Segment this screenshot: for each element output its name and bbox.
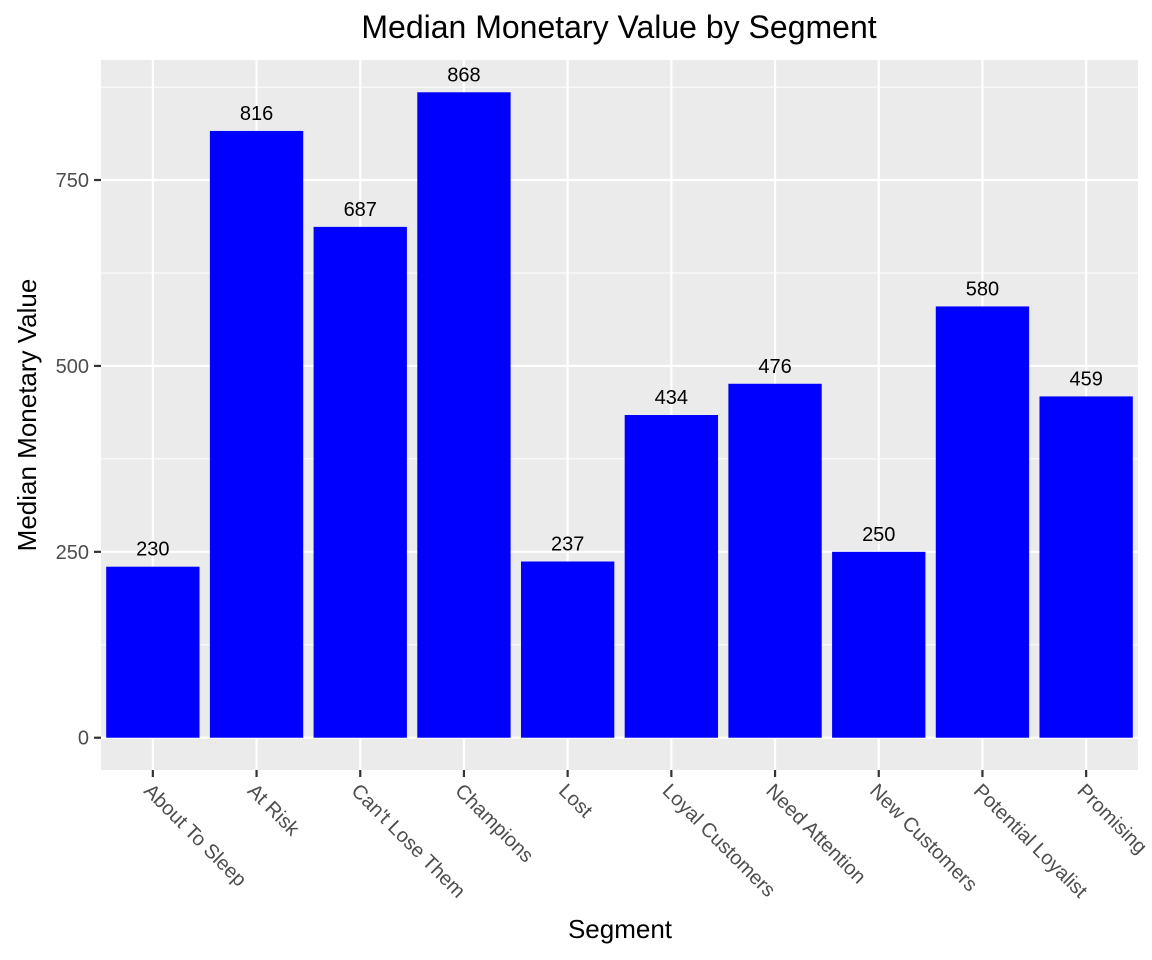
data-label: 459 <box>1069 368 1102 390</box>
x-tick-label: Potential Loyalist <box>969 780 1092 903</box>
data-label: 476 <box>758 356 791 378</box>
data-label: 687 <box>344 199 377 221</box>
x-tick-label: New Customers <box>865 780 981 896</box>
bar <box>313 226 407 738</box>
bar <box>417 92 511 738</box>
x-tick-label: Can't Lose Them <box>347 780 470 903</box>
bar <box>209 130 304 738</box>
x-tick-label: Need Attention <box>762 780 870 888</box>
data-labels: 230 816 687 868 237 434 476 250 580 459 <box>136 64 1103 560</box>
bar <box>935 306 1030 738</box>
data-label: 250 <box>862 524 895 546</box>
data-label: 230 <box>136 539 169 561</box>
x-tick-label: At Risk <box>243 780 304 841</box>
x-tick-label: Lost <box>554 780 597 823</box>
y-axis-title: Median Monetary Value <box>12 279 42 552</box>
x-tick-label: About To Sleep <box>139 780 250 891</box>
x-tick-label: Promising <box>1073 780 1151 858</box>
y-axis: 0 250 500 750 <box>56 170 101 750</box>
bar <box>106 566 200 738</box>
chart-title: Median Monetary Value by Segment <box>361 9 876 45</box>
y-tick-label: 500 <box>56 356 89 378</box>
bar <box>832 551 926 738</box>
bars <box>106 92 1133 738</box>
x-tick-label: Champions <box>450 780 537 867</box>
bar <box>624 415 719 738</box>
bar <box>520 561 615 738</box>
y-tick-label: 0 <box>78 728 89 750</box>
x-tick-label: Loyal Customers <box>658 780 780 902</box>
data-label: 434 <box>655 387 688 409</box>
x-axis-title: Segment <box>568 914 673 944</box>
data-label: 580 <box>966 278 999 300</box>
bar <box>1039 396 1133 738</box>
y-tick-label: 750 <box>56 170 89 192</box>
data-label: 237 <box>551 533 584 555</box>
y-tick-label: 250 <box>56 542 89 564</box>
data-label: 868 <box>447 64 480 86</box>
data-label: 816 <box>240 103 273 125</box>
bar <box>728 383 822 738</box>
